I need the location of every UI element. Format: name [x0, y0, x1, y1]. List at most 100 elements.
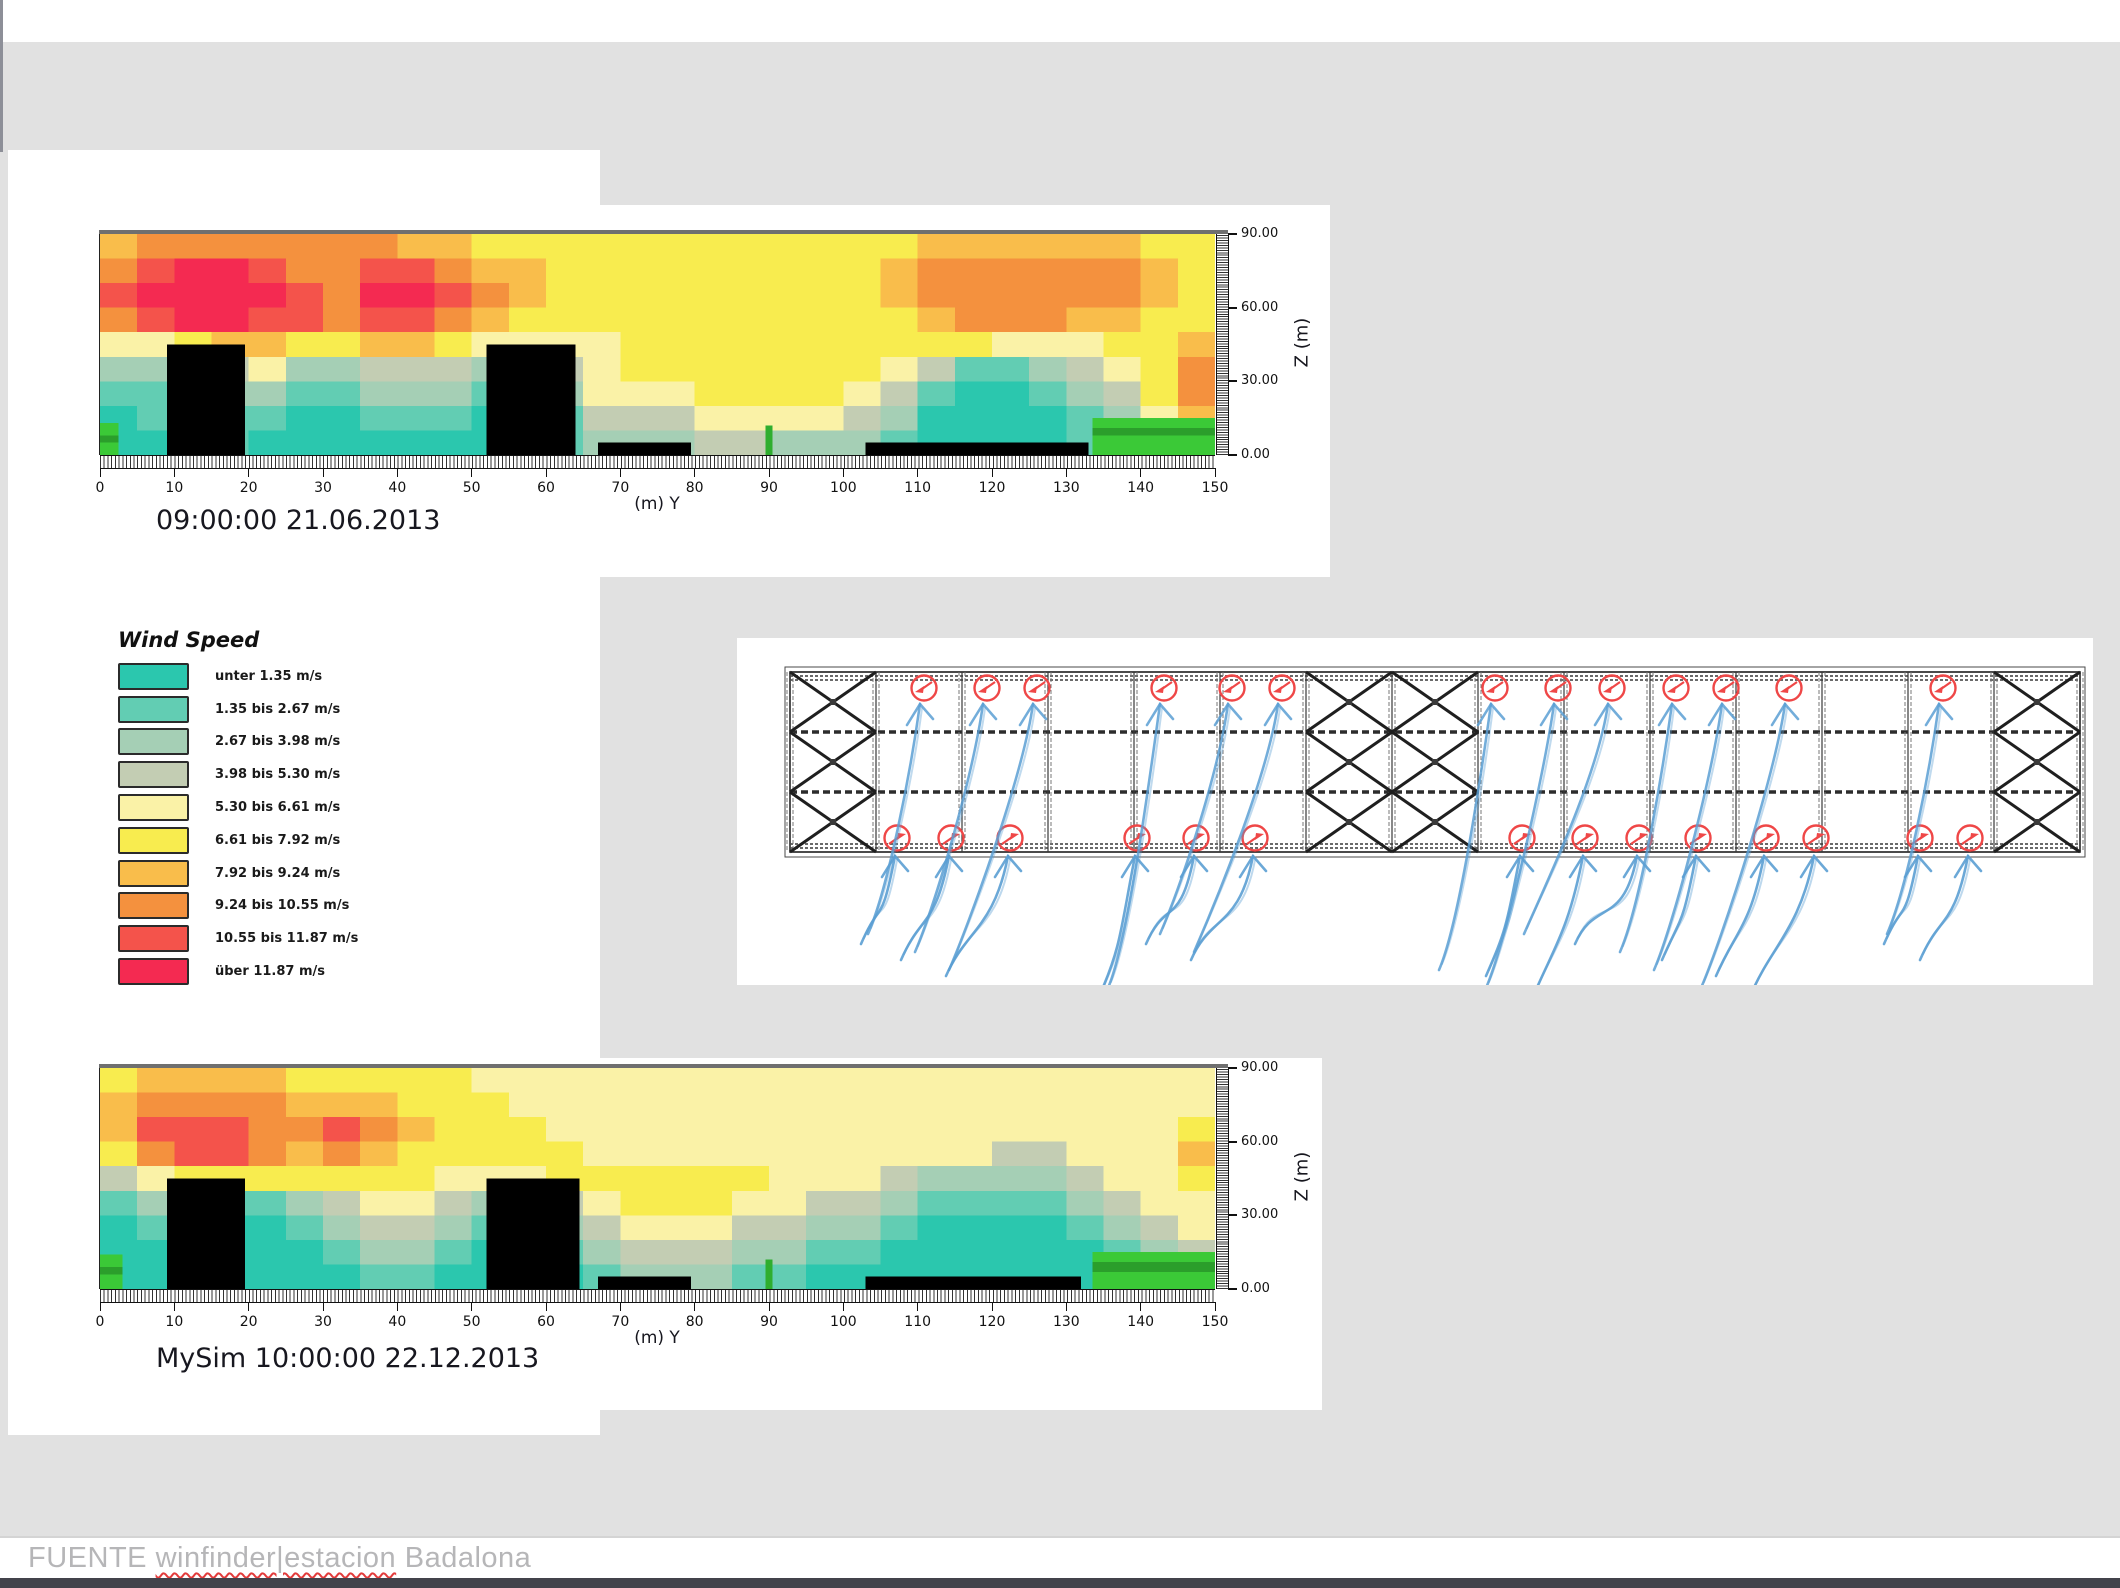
x-axis-tick — [545, 468, 547, 477]
wind-arrow — [947, 701, 1048, 972]
wind-arrow — [1437, 701, 1506, 972]
wind-arrow — [1536, 853, 1598, 985]
x-axis-tick — [396, 468, 398, 477]
heatmap-grid — [100, 1068, 1215, 1289]
building-rect — [598, 442, 691, 455]
x-axis-tick-label: 60 — [537, 1314, 555, 1330]
x-axis-tick-label: 90 — [760, 1314, 778, 1330]
x-axis-tick-label: 140 — [1127, 480, 1155, 496]
wind-arrow — [1885, 701, 1954, 936]
legend-item: 6.61 bis 7.92 m/s — [118, 826, 438, 854]
bottom-edge-bar — [0, 1578, 2120, 1588]
plot-left-border — [99, 1068, 100, 1289]
vent-symbol — [1571, 824, 1599, 852]
x-axis-tick-label: 0 — [95, 480, 105, 496]
legend-item: über 11.87 m/s — [118, 957, 438, 985]
x-axis-tick — [248, 468, 250, 477]
legend-item-label: 10.55 bis 11.87 m/s — [215, 931, 359, 947]
wind-arrow — [1918, 853, 1983, 962]
legend-item-label: 7.92 bis 9.24 m/s — [215, 865, 341, 881]
x-axis-tick — [1140, 1302, 1142, 1311]
y-axis-tick-label: 0.00 — [1241, 1281, 1270, 1296]
x-axis-tick — [768, 1302, 770, 1311]
x-axis-tick-label: 10 — [165, 480, 184, 496]
vent-symbol — [1218, 674, 1246, 702]
vent-symbol — [883, 824, 911, 852]
x-axis-tick — [545, 1302, 547, 1311]
wind-arrow — [1102, 853, 1150, 985]
x-axis-tick — [471, 468, 473, 477]
y-axis-tick-label: 30.00 — [1241, 1207, 1279, 1223]
x-axis-tick-label: 40 — [388, 1314, 407, 1330]
wind-arrow — [1158, 701, 1243, 936]
wind-arrow — [1882, 853, 1933, 946]
x-axis-tick-label: 30 — [314, 480, 332, 496]
legend-item: 3.98 bis 5.30 m/s — [118, 761, 438, 789]
x-axis-minor-ticks — [100, 1289, 1215, 1303]
wind-arrow — [1192, 701, 1293, 954]
x-axis-tick — [694, 1302, 696, 1311]
x-axis-tick — [396, 1302, 398, 1311]
x-axis-tick-label: 140 — [1127, 1314, 1155, 1330]
x-axis-tick — [917, 1302, 919, 1311]
wind-arrow — [913, 701, 998, 954]
x-axis-tick — [99, 468, 101, 477]
vent-symbol — [1481, 674, 1509, 702]
vent-symbol — [1662, 674, 1690, 702]
x-axis-tick — [619, 1302, 621, 1311]
x-axis-tick-label: 130 — [1052, 480, 1080, 496]
wind-arrow — [1189, 853, 1268, 962]
x-axis-tick-label: 50 — [462, 480, 481, 496]
legend-item: unter 1.35 m/s — [118, 662, 438, 690]
vent-symbol — [973, 674, 1001, 702]
x-axis-tick-label: 70 — [611, 480, 630, 496]
footer-strip — [0, 1536, 2120, 1580]
x-axis-tick — [768, 468, 770, 477]
building-rect — [865, 1276, 1082, 1289]
vent-symbol — [1956, 824, 1984, 852]
vent-symbol — [1241, 824, 1269, 852]
y-axis-tick — [1228, 306, 1237, 309]
wind-arrow — [1144, 853, 1209, 946]
x-axis-tick-label: 40 — [388, 480, 407, 496]
legend-rows: unter 1.35 m/s 1.35 bis 2.67 m/s 2.67 bis … — [118, 662, 438, 985]
legend-item: 2.67 bis 3.98 m/s — [118, 728, 438, 756]
y-axis-tick-label: 90.00 — [1241, 226, 1279, 241]
vegetation-rect — [1092, 427, 1215, 436]
wind-arrow — [944, 853, 1023, 978]
legend-swatch — [118, 892, 189, 920]
legend-item-label: 5.30 bis 6.61 m/s — [215, 799, 341, 815]
legend-item: 1.35 bis 2.67 m/s — [118, 695, 438, 723]
plot-top-border — [99, 1064, 1228, 1068]
vegetation-rect — [765, 1259, 773, 1289]
chart-caption: 09:00:00 21.06.2013 — [156, 505, 441, 536]
legend-item-label: unter 1.35 m/s — [215, 668, 323, 684]
x-axis-tick-label: 120 — [978, 1314, 1006, 1330]
heatmap-grid — [100, 234, 1215, 455]
legend-title: Wind Speed — [118, 628, 260, 652]
x-axis-tick-label: 10 — [165, 1314, 184, 1330]
vent-symbol — [1802, 824, 1830, 852]
y-axis-tick-label: 90.00 — [1241, 1060, 1279, 1075]
x-axis-tick — [173, 1302, 175, 1311]
source-note-suffix: Badalona — [396, 1542, 532, 1574]
chart-caption: MySim 10:00:00 22.12.2013 — [156, 1343, 540, 1374]
vent-symbol — [1775, 674, 1803, 702]
wind-arrow — [1753, 853, 1829, 985]
y-axis-minor-ticks — [1216, 234, 1229, 455]
x-axis-tick — [1214, 468, 1216, 477]
vent-symbol — [1598, 674, 1626, 702]
x-axis-minor-ticks — [100, 455, 1215, 469]
source-note-underlined: winfinder|estacion — [155, 1542, 397, 1574]
x-axis-tick — [322, 468, 324, 477]
y-axis-tick-label: 60.00 — [1241, 1133, 1279, 1149]
x-axis-tick — [173, 468, 175, 477]
building-rect — [598, 1276, 691, 1289]
x-axis-tick-label: 80 — [685, 1314, 704, 1330]
source-note: FUENTE winfinder|estacion Badalona — [28, 1542, 531, 1575]
legend-swatch — [118, 859, 189, 887]
legend-swatch — [118, 728, 189, 756]
vegetation-rect — [1092, 418, 1215, 455]
